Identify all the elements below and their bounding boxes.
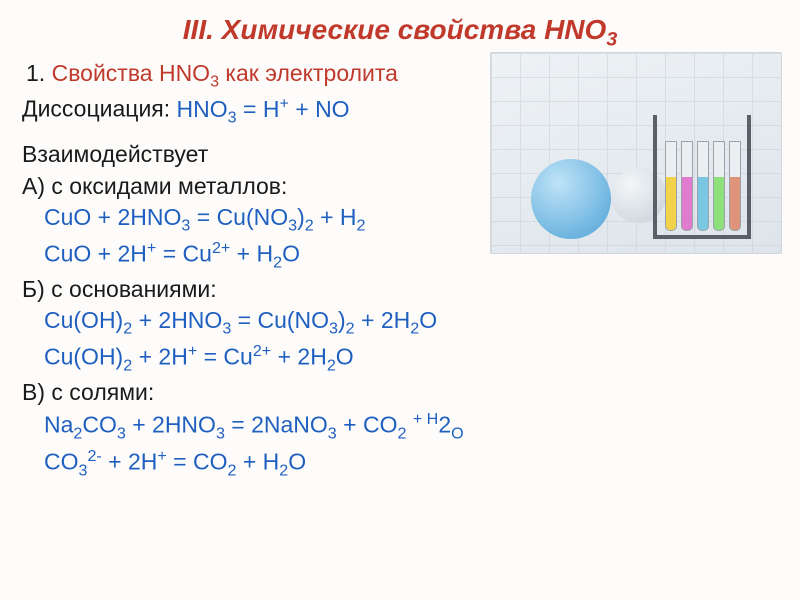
equation-c1: Na2CO3 + 2HNO3 = 2NaNO3 + CO2 + H2O: [22, 408, 778, 444]
equation-c2: CO32- + 2H+ = CO2 + H2O: [22, 445, 778, 481]
equation-b2: Cu(OH)2 + 2H+ = Cu2+ + 2H2O: [22, 340, 778, 376]
list-number: 1.: [26, 60, 45, 86]
test-tube-rack: [653, 115, 751, 239]
slide: III. Химические свойства HNO3 1. Свойств…: [0, 0, 800, 600]
slide-title: III. Химические свойства HNO3: [22, 14, 778, 52]
dissoc-label: Диссоциация:: [22, 96, 177, 122]
equation-b1: Cu(OH)2 + 2HNO3 = Cu(NO3)2 + 2H2O: [22, 305, 778, 340]
group-c-label: В) с солями:: [22, 377, 778, 409]
group-b-label: Б) с основаниями:: [22, 274, 778, 306]
test-tube: [681, 141, 693, 231]
round-flask-blue: [531, 159, 611, 239]
title-subscript: 3: [606, 29, 617, 51]
test-tube: [713, 141, 725, 231]
test-tube: [665, 141, 677, 231]
chemistry-illustration: [490, 52, 782, 254]
dissoc-formula: HNO3 = H+ + NO: [177, 96, 350, 122]
test-tube: [697, 141, 709, 231]
section-1-text: Свойства HNO3 как электролита: [52, 60, 398, 86]
test-tube: [729, 141, 741, 231]
title-text: III. Химические свойства HNO: [183, 14, 607, 45]
